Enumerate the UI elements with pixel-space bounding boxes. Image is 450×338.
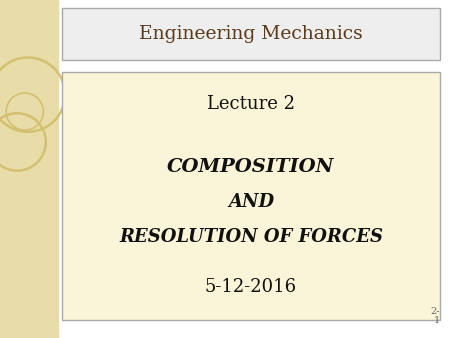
Text: Engineering Mechanics: Engineering Mechanics [139, 25, 363, 43]
Bar [62, 8, 440, 60]
Text: 5-12-2016: 5-12-2016 [205, 278, 297, 296]
Bar [62, 72, 440, 320]
Text: RESOLUTION OF FORCES: RESOLUTION OF FORCES [119, 228, 383, 246]
Text: COMPOSITION: COMPOSITION [167, 158, 335, 176]
Text: Lecture 2: Lecture 2 [207, 95, 295, 113]
Text: 2-
1: 2- 1 [431, 307, 440, 325]
Bar [0, 0, 58, 338]
Text: AND: AND [228, 193, 274, 211]
